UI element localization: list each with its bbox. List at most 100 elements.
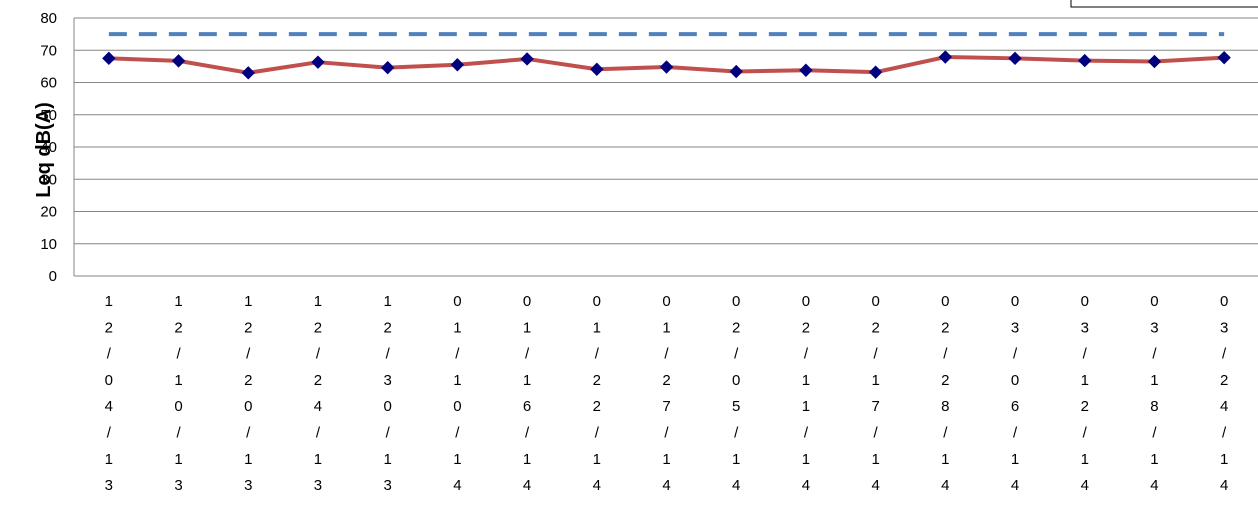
- x-tick-char: 1: [523, 451, 531, 468]
- x-tick-char: /: [734, 346, 739, 363]
- x-tick-char: 1: [732, 451, 740, 468]
- x-tick-char: 3: [314, 477, 322, 494]
- x-tick-char: 4: [662, 477, 670, 494]
- x-tick-char: 1: [1081, 372, 1089, 389]
- x-tick-char: /: [246, 346, 251, 363]
- x-tick-char: /: [804, 425, 809, 442]
- x-tick-char: 2: [941, 319, 949, 336]
- x-tick-char: /: [1013, 425, 1018, 442]
- x-tick-char: 1: [1081, 451, 1089, 468]
- x-tick-char: 1: [384, 451, 392, 468]
- x-tick-char: 0: [523, 293, 531, 310]
- data-point-marker: [1078, 53, 1092, 68]
- x-tick-char: /: [107, 346, 112, 363]
- x-tick-char: 0: [732, 293, 740, 310]
- x-tick-char: 1: [244, 451, 252, 468]
- x-tick-char: /: [1152, 346, 1157, 363]
- x-tick-char: /: [316, 346, 321, 363]
- x-tick-char: 2: [732, 319, 740, 336]
- x-tick-char: 1: [1150, 451, 1158, 468]
- x-tick-char: 1: [1220, 451, 1228, 468]
- x-tick-char: 6: [523, 398, 531, 415]
- gridlines: [74, 17, 1258, 245]
- x-tick-label: 1 2 / 2 4 / 1 3: [314, 293, 322, 494]
- x-tick-char: /: [874, 425, 879, 442]
- x-tick-char: 0: [941, 293, 949, 310]
- y-axis-label: Leq dB(A): [33, 102, 55, 198]
- x-tick-char: 1: [453, 451, 461, 468]
- x-tick-char: 1: [105, 293, 113, 310]
- x-tick-char: 0: [174, 398, 182, 415]
- data-point-marker: [450, 58, 465, 72]
- x-tick-char: 5: [732, 398, 740, 415]
- x-tick-char: 0: [244, 398, 252, 415]
- data-point-marker: [1217, 50, 1231, 65]
- data-point-marker: [102, 51, 116, 66]
- x-tick-char: 1: [174, 451, 182, 468]
- x-tick-char: 1: [662, 319, 670, 336]
- x-tick-char: 1: [1150, 372, 1158, 389]
- y-tick-label: 50: [40, 107, 57, 124]
- x-tick-label: 0 1 / 1 0 / 1 4: [453, 293, 461, 494]
- x-tick-char: 0: [1150, 293, 1158, 310]
- x-tick-char: 2: [593, 398, 601, 415]
- x-tick-char: 1: [593, 319, 601, 336]
- x-tick-char: 1: [802, 451, 810, 468]
- y-tick-label: 70: [40, 42, 57, 59]
- x-tick-char: /: [1083, 346, 1088, 363]
- x-tick-char: 8: [1150, 398, 1158, 415]
- x-tick-char: 0: [802, 293, 810, 310]
- x-tick-char: 1: [941, 451, 949, 468]
- x-tick-char: 1: [802, 372, 810, 389]
- x-tick-char: 2: [314, 372, 322, 389]
- x-tick-char: 1: [1011, 451, 1019, 468]
- data-point-marker: [241, 66, 255, 80]
- x-tick-label: 0 1 / 1 6 / 1 4: [523, 293, 531, 494]
- x-tick-char: /: [1083, 425, 1088, 442]
- x-tick-char: 1: [105, 451, 113, 468]
- x-tick-label: 0 3 / 0 6 / 1 4: [1011, 293, 1019, 494]
- x-tick-char: /: [316, 425, 321, 442]
- x-tick-label: 0 3 / 1 8 / 1 4: [1150, 293, 1158, 494]
- x-tick-char: 4: [871, 477, 879, 494]
- x-tick-char: /: [1222, 425, 1227, 442]
- x-tick-char: 2: [314, 319, 322, 336]
- x-tick-char: 1: [802, 398, 810, 415]
- x-tick-char: 4: [1150, 477, 1158, 494]
- x-tick-char: 4: [1011, 477, 1019, 494]
- x-tick-char: 4: [453, 477, 461, 494]
- x-tick-char: /: [874, 346, 879, 363]
- x-tick-char: 1: [314, 293, 322, 310]
- x-tick-char: 3: [1011, 319, 1019, 336]
- data-point-marker: [799, 63, 813, 77]
- x-tick-char: /: [595, 425, 600, 442]
- x-tick-label: 0 3 / 1 2 / 1 4: [1081, 293, 1089, 494]
- x-tick-char: 2: [941, 372, 949, 389]
- x-tick-char: 2: [1081, 398, 1089, 415]
- y-tick-label: 20: [40, 204, 57, 221]
- x-tick-label: 0 2 / 2 8 / 1 4: [941, 293, 949, 494]
- x-tick-char: 1: [174, 372, 182, 389]
- x-tick-char: 3: [384, 477, 392, 494]
- x-tick-char: /: [246, 425, 251, 442]
- x-tick-char: /: [595, 346, 600, 363]
- x-tick-char: 4: [593, 477, 601, 494]
- x-tick-label: 1 2 / 2 0 / 1 3: [244, 293, 252, 494]
- x-tick-char: /: [1152, 425, 1157, 442]
- x-tick-char: /: [386, 425, 391, 442]
- x-tick-char: 4: [732, 477, 740, 494]
- y-tick-label: 30: [40, 171, 57, 188]
- x-tick-char: 1: [593, 451, 601, 468]
- x-tick-char: /: [943, 346, 948, 363]
- y-tick-label: 60: [40, 75, 57, 92]
- x-tick-char: 1: [871, 451, 879, 468]
- x-tick-char: 3: [1150, 319, 1158, 336]
- x-tick-label: 0 1 / 2 2 / 1 4: [593, 293, 601, 494]
- legend: [1070, 0, 1258, 8]
- x-tick-char: 1: [523, 319, 531, 336]
- x-tick-char: 1: [384, 293, 392, 310]
- x-tick-char: 2: [802, 319, 810, 336]
- x-tick-char: /: [664, 346, 669, 363]
- x-tick-char: 1: [244, 293, 252, 310]
- x-tick-char: 4: [523, 477, 531, 494]
